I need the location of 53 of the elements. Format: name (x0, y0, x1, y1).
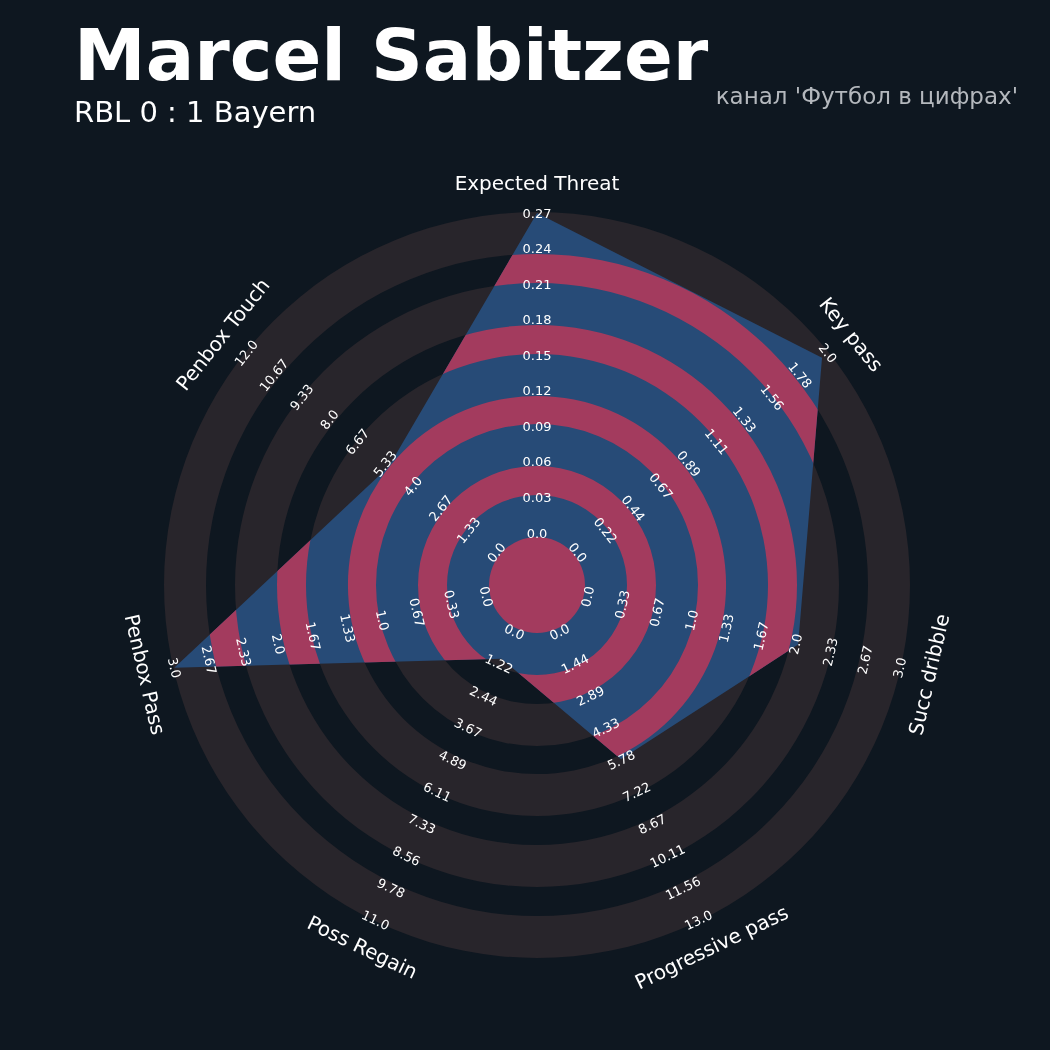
text: 13.0 (682, 907, 715, 934)
text: 5.78 (604, 746, 638, 774)
text: 8.56 (390, 843, 423, 870)
chart-subtitle: RBL 0 : 1 Bayern (74, 95, 317, 129)
text: 1.33 (715, 612, 737, 644)
text: 1.44 (558, 650, 592, 677)
text: 2.0 (815, 340, 841, 366)
text: 4.0 (400, 473, 426, 499)
text: 0.67 (406, 596, 428, 629)
chart-title: Marcel Sabitzer (74, 13, 709, 97)
text: 1.33 (337, 612, 359, 644)
text: 0.0 (484, 539, 509, 566)
text: 0.33 (611, 588, 633, 621)
text: 2.89 (574, 682, 607, 709)
text: 2.44 (467, 682, 500, 709)
text: 2.0 (786, 632, 806, 656)
text: 2.33 (233, 636, 255, 668)
text: 1.0 (682, 608, 702, 633)
text: 0.27 (522, 205, 552, 221)
text: 9.78 (374, 875, 408, 902)
text: 0.67 (646, 596, 668, 629)
text: 7.22 (620, 778, 653, 806)
text: 0.12 (522, 383, 552, 399)
text: 0.18 (522, 312, 552, 328)
text: 0.0 (565, 539, 590, 566)
text: 8.0 (317, 406, 342, 433)
text: 0.0 (501, 620, 528, 644)
text: 6.11 (421, 778, 454, 806)
text: 0.0 (476, 584, 496, 609)
text: 4.33 (589, 714, 623, 741)
text: 2.33 (819, 636, 841, 668)
text: 7.33 (405, 811, 439, 838)
text: 0.33 (441, 588, 463, 621)
text: 2.67 (854, 644, 876, 676)
text: 1.22 (482, 650, 516, 677)
text: 1.67 (302, 620, 324, 652)
text: 11.0 (359, 907, 392, 934)
spoke-label: Expected Threat (454, 171, 620, 195)
text: 0.0 (526, 525, 548, 541)
text: 8.67 (635, 811, 669, 838)
text: 3.67 (451, 714, 485, 741)
text: 4.89 (436, 746, 470, 774)
text: 0.24 (522, 241, 552, 257)
text: канал 'Футбол в цифрах' (715, 83, 1018, 109)
text: 1.67 (750, 620, 772, 652)
text: 0.06 (522, 454, 552, 470)
text: 0.0 (546, 620, 573, 644)
text: 3.0 (890, 656, 910, 680)
text: 2.0 (268, 632, 288, 656)
text: 1.0 (372, 608, 392, 633)
text: 2.67 (198, 644, 220, 676)
text: 0.0 (578, 584, 598, 609)
text: 3.0 (164, 656, 184, 680)
